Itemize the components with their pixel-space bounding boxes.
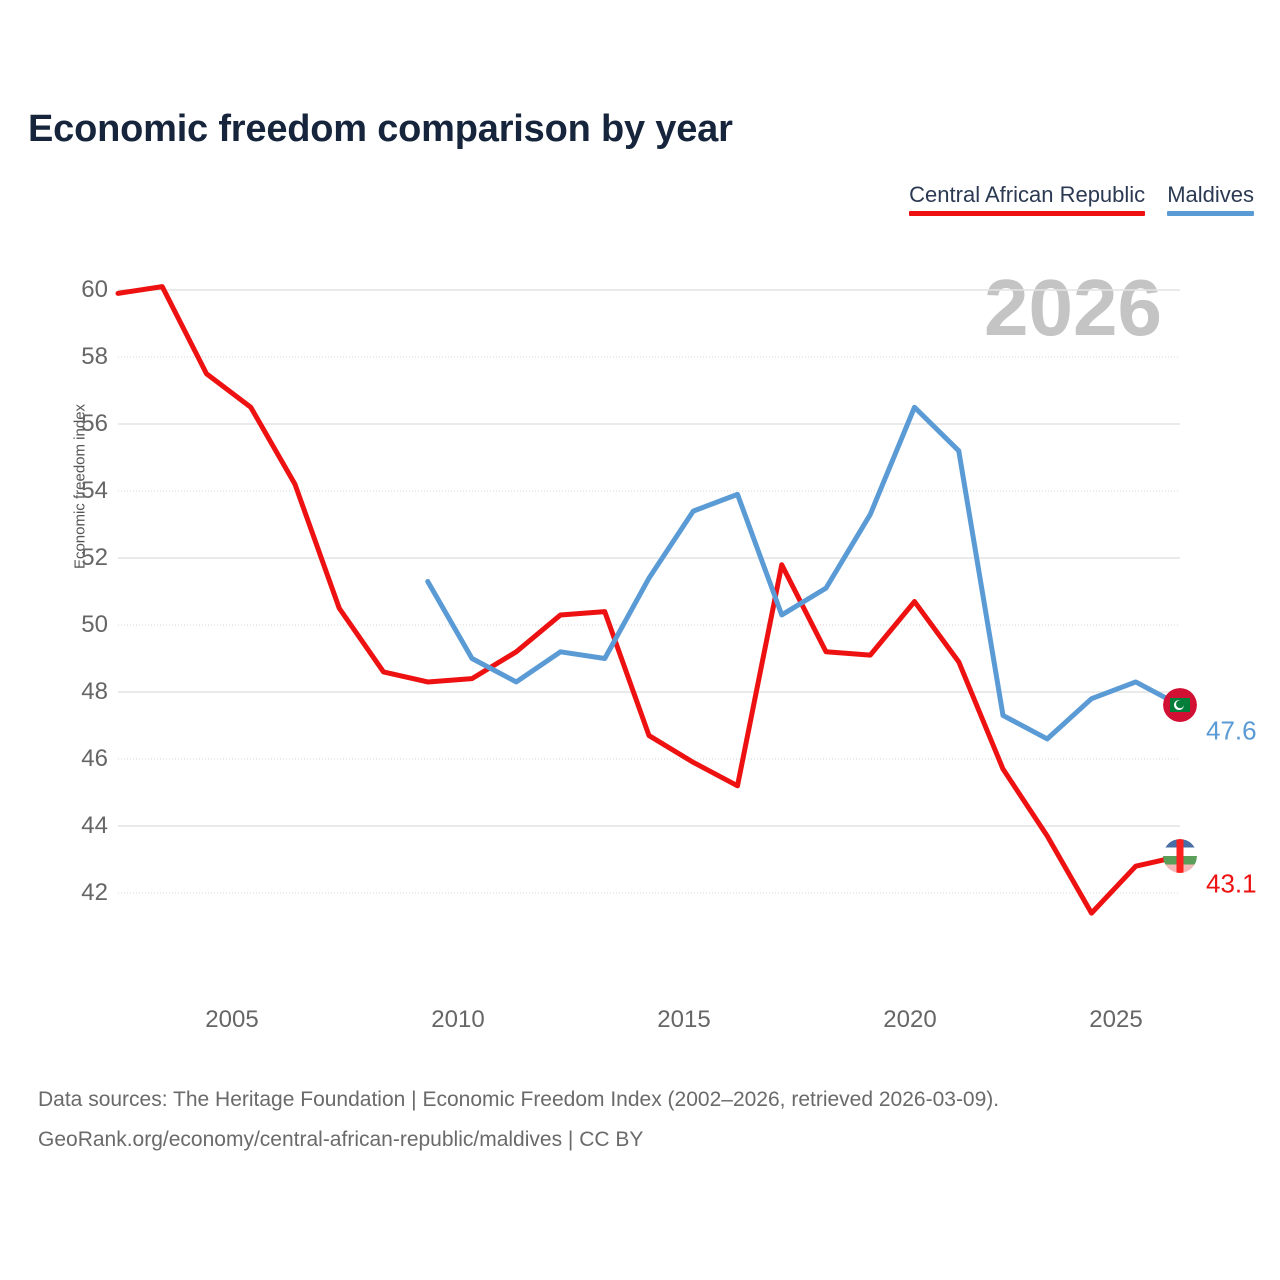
y-tick-5: 50 bbox=[81, 611, 108, 638]
x-tick-1: 2010 bbox=[431, 1006, 485, 1033]
y-tick-2: 56 bbox=[81, 410, 108, 437]
legend-rule-1 bbox=[1167, 211, 1254, 216]
end-label-central-african-republic: 43.1 bbox=[1206, 868, 1257, 899]
y-tick-1: 58 bbox=[81, 343, 108, 370]
legend-item-1[interactable]: Maldives bbox=[1167, 182, 1254, 216]
y-tick-6: 48 bbox=[81, 678, 108, 705]
legend-label-0: Central African Republic bbox=[909, 182, 1146, 207]
year-watermark: 2026 bbox=[984, 263, 1162, 352]
footer-data-sources: Data sources: The Heritage Foundation | … bbox=[38, 1088, 1000, 1111]
x-tick-3: 2020 bbox=[883, 1006, 937, 1033]
central-african-republic-flag-icon bbox=[1163, 839, 1197, 874]
y-tick-7: 46 bbox=[81, 745, 108, 772]
x-tick-0: 2005 bbox=[205, 1006, 259, 1033]
y-tick-9: 42 bbox=[81, 879, 108, 906]
y-tick-0: 60 bbox=[81, 276, 108, 303]
gridlines bbox=[118, 289, 1180, 894]
end-label-maldives: 47.6 bbox=[1206, 715, 1257, 746]
chart-legend: Central African Republic Maldives bbox=[909, 182, 1254, 216]
series-line-maldives bbox=[425, 404, 1183, 742]
y-tick-8: 44 bbox=[81, 812, 108, 839]
page-title: Economic freedom comparison by year bbox=[28, 108, 733, 150]
x-tick-4: 2025 bbox=[1089, 1006, 1143, 1033]
y-axis-ticks: 60 58 56 54 52 50 48 46 44 42 bbox=[48, 0, 108, 1280]
legend-rule-0 bbox=[909, 211, 1146, 216]
footer-attribution: GeoRank.org/economy/central-african-repu… bbox=[38, 1128, 644, 1151]
legend-item-0[interactable]: Central African Republic bbox=[909, 182, 1146, 216]
series-line-central-african-republic bbox=[115, 284, 1183, 916]
maldives-flag-icon bbox=[1163, 688, 1197, 723]
y-tick-3: 54 bbox=[81, 477, 108, 504]
x-tick-2: 2015 bbox=[657, 1006, 711, 1033]
legend-label-1: Maldives bbox=[1167, 182, 1254, 207]
y-tick-4: 52 bbox=[81, 544, 108, 571]
